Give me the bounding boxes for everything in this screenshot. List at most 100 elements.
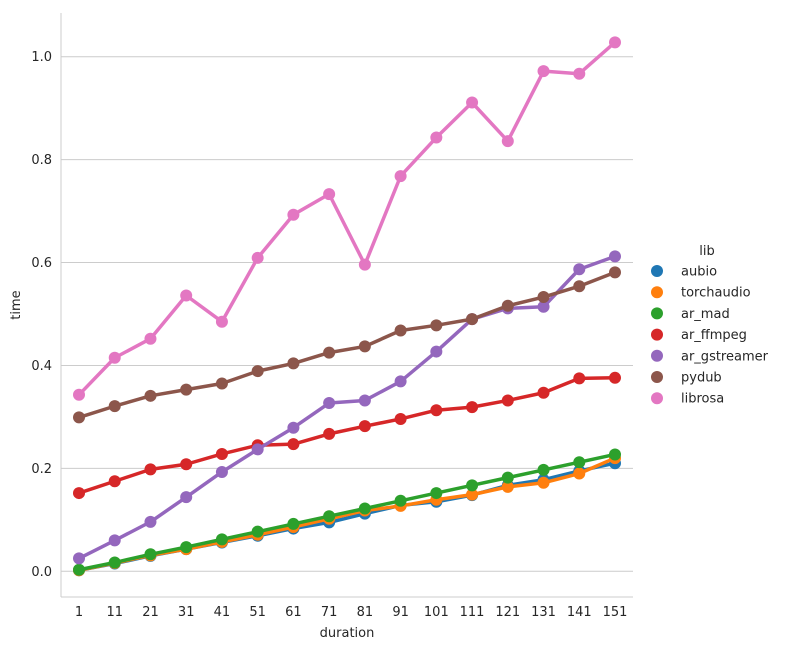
data-point <box>537 476 550 489</box>
data-point <box>466 313 479 326</box>
data-point <box>501 135 514 148</box>
data-point <box>73 563 85 576</box>
data-point <box>251 365 264 378</box>
data-point <box>180 289 193 302</box>
axes <box>60 13 633 598</box>
data-point <box>430 404 443 417</box>
data-point <box>287 438 300 451</box>
series-line <box>77 376 617 495</box>
data-point <box>466 488 479 501</box>
data-point <box>573 67 586 80</box>
legend-item-ar_gstreamer: ar_gstreamer <box>651 349 769 364</box>
data-point <box>609 36 621 49</box>
x-tick-label: 41 <box>214 605 231 620</box>
data-point <box>108 556 121 569</box>
data-point <box>609 448 621 461</box>
data-point <box>609 371 621 384</box>
data-point <box>144 463 157 476</box>
y-tick-labels: 0.0 0.2 0.4 0.6 0.8 1.0 <box>31 50 52 580</box>
data-point <box>251 525 264 538</box>
data-point <box>108 400 121 413</box>
data-point <box>180 458 193 471</box>
data-point <box>501 480 514 493</box>
data-point <box>73 388 85 401</box>
data-point <box>466 401 479 414</box>
data-point <box>108 534 121 547</box>
x-tick-label: 131 <box>531 605 556 620</box>
data-point <box>287 357 300 370</box>
legend-marker <box>651 286 663 299</box>
y-tick-label: 0.2 <box>31 462 52 477</box>
x-axis-label: duration <box>320 626 375 641</box>
y-tick-label: 0.4 <box>31 359 52 374</box>
data-point <box>609 250 621 263</box>
data-point <box>573 280 586 293</box>
data-point <box>394 412 407 425</box>
x-tick-label: 81 <box>357 605 374 620</box>
x-tick-label: 31 <box>178 605 195 620</box>
data-point <box>394 494 407 507</box>
data-point <box>323 346 336 359</box>
legend-item-aubio: aubio <box>651 265 717 280</box>
x-tick-label: 21 <box>142 605 159 620</box>
legend-item-ar_mad: ar_mad <box>651 307 730 322</box>
data-point <box>573 372 586 385</box>
data-point <box>215 315 228 328</box>
legend-label: pydub <box>681 371 722 386</box>
data-point <box>287 517 300 530</box>
legend-item-torchaudio: torchaudio <box>651 286 751 301</box>
y-axis-label: time <box>9 290 24 319</box>
x-tick-label: 11 <box>106 605 123 620</box>
data-point <box>144 389 157 402</box>
data-point <box>180 383 193 396</box>
legend-label: ar_ffmpeg <box>681 328 747 343</box>
legend-marker <box>651 328 663 341</box>
data-point <box>394 324 407 337</box>
data-point <box>144 515 157 528</box>
data-point <box>501 299 514 312</box>
data-point <box>394 375 407 388</box>
x-tick-label: 91 <box>392 605 409 620</box>
data-point <box>215 533 228 546</box>
data-point <box>609 266 621 279</box>
y-tick-label: 0.8 <box>31 153 52 168</box>
legend-marker <box>651 371 663 383</box>
data-point <box>430 131 443 144</box>
x-tick-label: 61 <box>285 605 302 620</box>
data-point <box>358 420 371 433</box>
data-point <box>323 188 336 201</box>
legend-label: ar_mad <box>681 307 730 322</box>
x-tick-label: 51 <box>249 605 266 620</box>
x-tick-label: 121 <box>495 605 520 620</box>
data-point <box>73 552 85 565</box>
data-point <box>501 394 514 407</box>
y-tick-label: 0.0 <box>31 565 52 580</box>
legend: lib aubio torchaudio ar_mad ar_ffmpeg ar_gst… <box>651 244 769 407</box>
legend-marker <box>651 307 663 320</box>
data-point <box>251 251 264 264</box>
legend-item-ar_ffmpeg: ar_ffmpeg <box>651 328 747 343</box>
series-pydub <box>73 266 621 424</box>
x-tick-labels: 1 11 21 31 41 51 61 71 81 91 101 111 121 131 141 151 <box>75 605 628 620</box>
x-tick-label: 101 <box>424 605 449 620</box>
data-point <box>287 208 300 221</box>
data-point <box>430 487 443 500</box>
series-ar_mad <box>73 448 621 576</box>
data-point <box>537 300 550 313</box>
legend-label: aubio <box>681 265 717 280</box>
data-point <box>144 332 157 345</box>
data-point <box>430 345 443 358</box>
data-point <box>323 427 336 440</box>
data-point <box>215 377 228 390</box>
legend-label: librosa <box>681 392 724 407</box>
data-point <box>466 96 479 109</box>
data-point <box>215 465 228 478</box>
data-point <box>501 471 514 484</box>
x-tick-label: 141 <box>567 605 592 620</box>
data-point <box>537 386 550 399</box>
x-tick-label: 71 <box>321 605 338 620</box>
data-point <box>537 65 550 78</box>
legend-item-pydub: pydub <box>651 371 722 386</box>
data-point <box>251 443 264 456</box>
